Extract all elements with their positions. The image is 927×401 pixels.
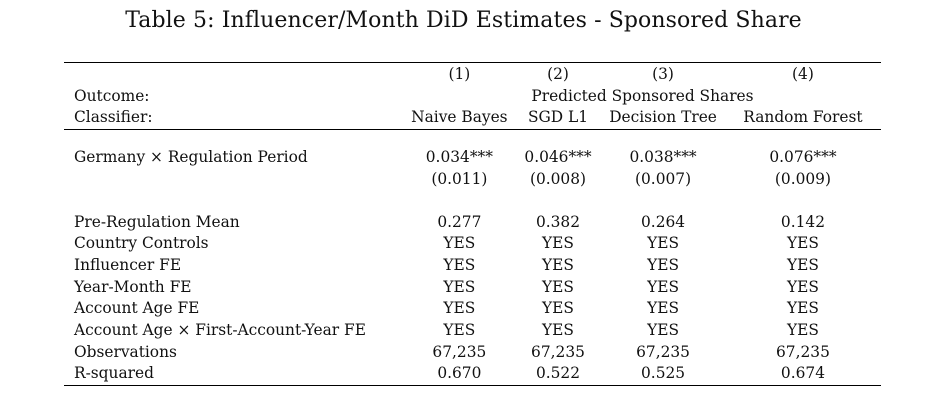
- spacer-row: [64, 129, 881, 148]
- value-cell: YES: [542, 234, 574, 253]
- value-cell: 0.522: [514, 363, 602, 387]
- estimate-cell: 0.034***: [425, 148, 493, 167]
- value-cell: YES: [647, 299, 680, 318]
- value-cell: 0.670: [403, 363, 515, 387]
- estimate-cell: 0.076***: [769, 148, 837, 167]
- classifier-name: SGD L1: [527, 108, 589, 127]
- row-label: Pre-Regulation Mean: [74, 212, 240, 231]
- value-cell: 0.277: [437, 212, 482, 231]
- value-cell: 67,235: [432, 342, 487, 361]
- value-cell: YES: [542, 299, 574, 318]
- row-label: Account Age FE: [74, 299, 200, 318]
- value-cell: YES: [542, 255, 574, 274]
- regression-table: (1) (2) (3) (4) Outcome: Predicted Spons…: [64, 61, 881, 387]
- main-effect-row: Germany × Regulation Period 0.034*** 0.0…: [64, 147, 881, 169]
- column-number: (1): [403, 61, 515, 86]
- value-cell: YES: [786, 234, 819, 253]
- value-cell: YES: [647, 234, 680, 253]
- value-cell: YES: [786, 299, 819, 318]
- value-cell: 0.142: [780, 212, 825, 231]
- value-cell: YES: [443, 255, 476, 274]
- std-error-row: (0.011) (0.008) (0.007) (0.009): [64, 169, 881, 191]
- table-caption: Table 5: Influencer/Month DiD Estimates …: [125, 8, 802, 33]
- row-label: R-squared: [64, 363, 404, 387]
- value-cell: YES: [542, 321, 574, 340]
- value-cell: YES: [443, 277, 476, 296]
- column-number: (2): [514, 61, 602, 86]
- value-cell: YES: [443, 321, 476, 340]
- value-cell: YES: [786, 277, 819, 296]
- classifier-name: Naive Bayes: [411, 108, 508, 127]
- value-cell: YES: [647, 277, 680, 296]
- value-cell: 67,235: [531, 342, 585, 361]
- row-label: Observations: [74, 342, 177, 361]
- value-cell: YES: [443, 234, 476, 253]
- std-error-cell: (0.009): [774, 169, 831, 188]
- value-cell: YES: [786, 255, 819, 274]
- value-cell: YES: [542, 277, 574, 296]
- value-cell: 0.674: [724, 363, 881, 387]
- value-cell: 0.264: [641, 212, 686, 231]
- main-effect-label: Germany × Regulation Period: [74, 148, 308, 167]
- table-row: Account Age × First-Account-Year FE YES YE…: [64, 320, 881, 342]
- std-error-cell: (0.007): [635, 169, 692, 188]
- classifier-label: Classifier:: [74, 108, 153, 127]
- classifier-name: Random Forest: [743, 108, 863, 127]
- classifier-name: Decision Tree: [609, 108, 717, 127]
- outcome-row: Outcome: Predicted Sponsored Shares: [64, 86, 881, 108]
- table-row: Observations 67,235 67,235 67,235 67,235: [64, 342, 881, 364]
- row-label: Year-Month FE: [74, 277, 192, 296]
- table-row: Influencer FE YES YES YES YES: [64, 255, 881, 277]
- value-cell: YES: [786, 321, 819, 340]
- header-blank: [64, 61, 404, 86]
- value-cell: YES: [443, 299, 476, 318]
- value-cell: 67,235: [776, 342, 830, 361]
- row-label: Country Controls: [74, 234, 209, 253]
- column-number-row: (1) (2) (3) (4): [64, 61, 881, 86]
- row-label: Account Age × First-Account-Year FE: [74, 321, 366, 340]
- estimate-cell: 0.038***: [629, 148, 697, 167]
- outcome-value: Predicted Sponsored Shares: [531, 86, 754, 105]
- value-cell: 0.525: [601, 363, 725, 387]
- std-error-cell: (0.008): [529, 169, 587, 188]
- statistics-rows: Pre-Regulation Mean 0.277 0.382 0.264 0.142 C…: [64, 212, 881, 387]
- table-row: Year-Month FE YES YES YES YES: [64, 277, 881, 299]
- value-cell: 67,235: [636, 342, 690, 361]
- table-row: Pre-Regulation Mean 0.277 0.382 0.264 0.142: [64, 212, 881, 234]
- outcome-label: Outcome:: [74, 86, 150, 105]
- row-label: Influencer FE: [74, 255, 182, 274]
- classifier-row: Classifier: Naive Bayes SGD L1 Decision …: [64, 107, 881, 129]
- table-row: R-squared 0.670 0.522 0.525 0.674: [64, 363, 881, 387]
- column-number: (4): [724, 61, 881, 86]
- value-cell: 0.382: [535, 212, 581, 231]
- spacer-row: [64, 191, 881, 212]
- table-row: Account Age FE YES YES YES YES: [64, 298, 881, 320]
- std-error-cell: (0.011): [431, 169, 488, 188]
- value-cell: YES: [647, 321, 680, 340]
- column-number: (3): [601, 61, 725, 86]
- table-row: Country Controls YES YES YES YES: [64, 233, 881, 255]
- value-cell: YES: [647, 255, 680, 274]
- estimate-cell: 0.046***: [524, 148, 592, 167]
